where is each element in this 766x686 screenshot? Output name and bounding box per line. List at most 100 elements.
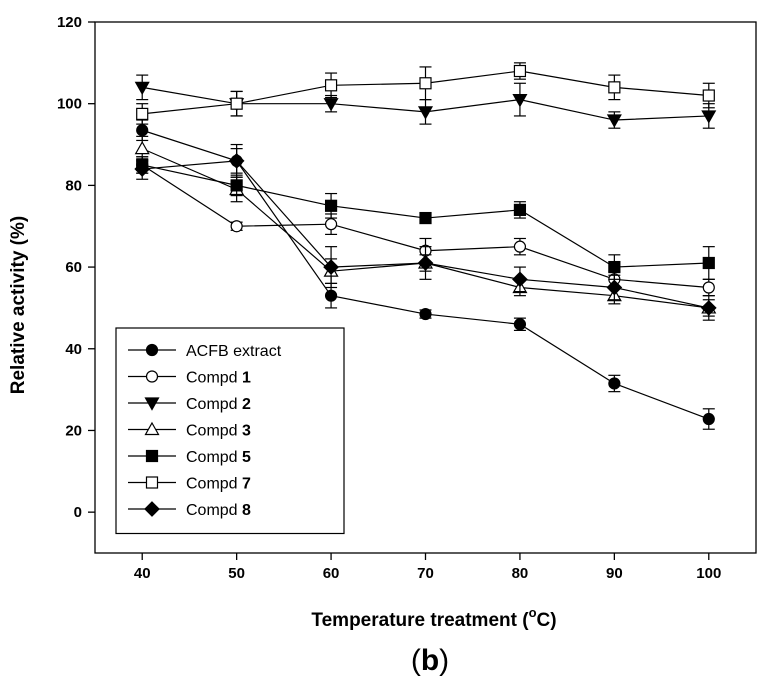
legend-marker [145,476,159,489]
panel-label-letter: b [421,644,439,677]
panel-label: (b) [411,644,449,677]
data-point [419,77,432,90]
legend-marker [145,370,159,383]
data-point [324,218,338,231]
x-tick-label: 80 [512,565,529,582]
legend-label: Compd 1 [186,370,251,387]
legend-label: Compd 8 [186,502,251,519]
legend-label-number: 2 [242,396,251,413]
legend-label-number: 1 [242,370,251,387]
legend-label-text: Compd [186,423,242,440]
data-point [702,89,715,102]
data-point [606,279,623,296]
data-point [513,64,527,78]
x-tick-label: 100 [696,565,721,582]
legend-label: ACFB extract [186,343,282,360]
data-point [230,179,243,192]
y-tick-label: 20 [65,422,82,439]
x-tick-label: 50 [228,565,245,582]
x-axis-title-prefix: Temperature treatment ( [311,610,529,631]
data-point [702,412,715,426]
data-point [512,271,528,288]
legend-item: Compd 8 [128,501,251,519]
legend-label-number: 8 [242,502,251,519]
data-point [606,114,622,128]
data-point [700,300,717,316]
y-tick-label: 0 [74,504,82,521]
legend-marker [145,449,159,463]
legend-label-text: ACFB extract [186,343,282,360]
data-point [608,377,621,390]
y-tick-label: 80 [65,177,82,194]
legend-label-number: 7 [242,476,251,493]
legend-marker [144,421,160,436]
data-point [513,203,527,216]
legend-marker [144,501,160,517]
data-point [417,106,434,120]
data-point [136,107,149,121]
data-point [417,255,434,271]
data-point [136,124,149,137]
data-point [608,260,621,274]
legend-label-number: 5 [242,449,251,466]
data-point [419,307,432,321]
data-point [230,97,243,110]
legend-item: Compd 5 [128,449,251,466]
legend-label-number: 3 [242,423,251,440]
data-point [513,240,527,253]
data-point [419,211,432,225]
data-point [323,98,339,112]
panel-label-close: ) [439,644,449,677]
legend-item: Compd 3 [128,421,251,440]
series-line [141,148,709,309]
series-6 [136,62,715,125]
data-point [702,256,715,270]
x-tick-label: 90 [606,565,623,582]
x-axis-title-degree: o [529,605,537,620]
legend-item: ACFB extract [128,343,282,360]
legend-marker [145,343,159,357]
data-point [134,81,150,96]
x-axis-ticks: 40 50 60 70 80 90 100 [134,553,721,582]
x-tick-label: 60 [323,565,340,582]
series-7 [134,143,717,321]
data-point [324,79,338,92]
panel-label-open: ( [411,644,421,677]
data-point [134,140,150,155]
legend-label: Compd 2 [186,396,251,413]
data-point [513,318,527,331]
data-point [134,161,151,177]
y-axis-ticks: 0 20 40 60 80 100 120 [57,14,95,521]
x-tick-label: 70 [417,565,434,582]
legend-label: Compd 7 [186,476,251,493]
series-layer [134,62,717,430]
legend-label: Compd 5 [186,449,251,466]
y-axis-title: Relative activity (%) [8,216,29,394]
data-point [702,281,715,294]
y-tick-label: 120 [57,14,82,31]
data-point [230,220,243,233]
legend-marker [144,397,160,411]
legend-label: Compd 3 [186,423,251,440]
data-point [512,94,528,108]
y-tick-label: 100 [57,96,82,113]
legend-label-text: Compd [186,449,242,466]
y-tick-label: 40 [65,341,82,358]
x-tick-label: 40 [134,565,151,582]
data-point [324,199,338,212]
data-point [228,153,245,169]
data-point [323,259,339,275]
data-point [701,110,717,124]
legend-item: Compd 7 [128,476,251,493]
legend-item: Compd 2 [128,396,251,413]
y-tick-label: 60 [65,259,82,276]
data-point [608,81,621,94]
legend-item: Compd 1 [128,370,251,387]
x-axis-title-suffix: C) [537,610,557,631]
data-point [324,289,338,302]
legend-label-text: Compd [186,476,242,493]
legend-label-text: Compd [186,396,242,413]
legend-label-text: Compd [186,502,242,519]
